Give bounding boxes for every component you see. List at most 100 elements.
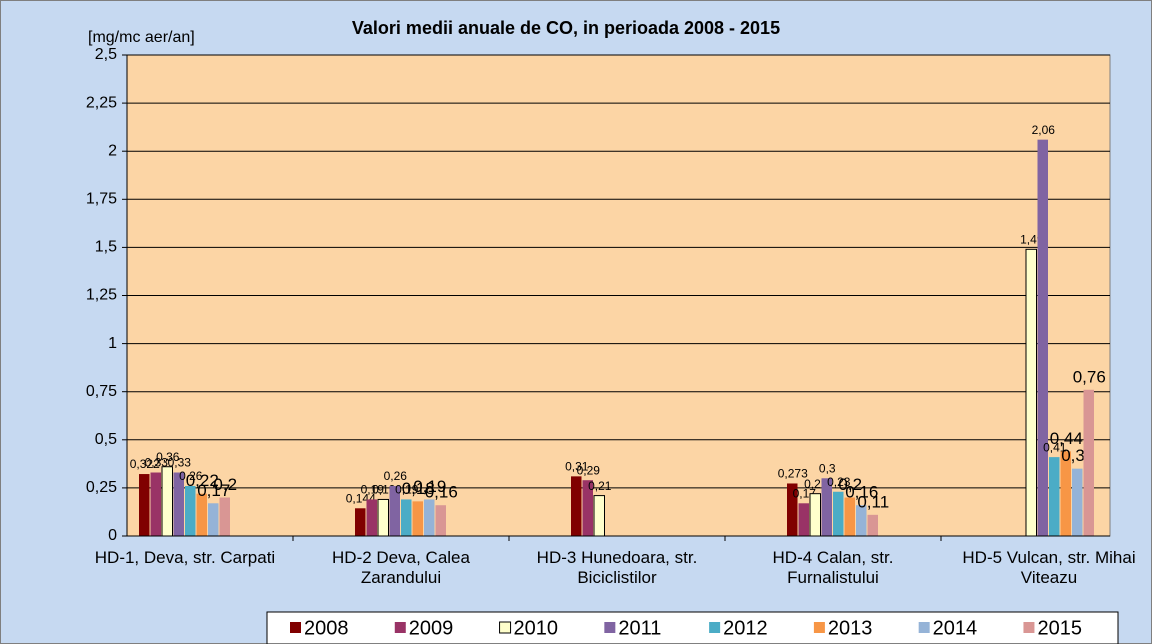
bar bbox=[208, 503, 219, 536]
legend-swatch bbox=[918, 622, 930, 633]
bar bbox=[150, 472, 161, 536]
x-tick-label-box: HD-5 Vulcan, str. Mihai Viteazu bbox=[962, 548, 1136, 587]
x-tick-label: HD-5 Vulcan, str. Mihai Viteazu bbox=[962, 548, 1136, 587]
legend-swatch bbox=[604, 622, 616, 633]
bar bbox=[867, 514, 878, 536]
data-label: 0,19 bbox=[413, 477, 446, 496]
x-tick-label-box: HD-3 Hunedoara, str. Biciclistilor bbox=[536, 548, 698, 587]
data-label: 0,26 bbox=[179, 469, 203, 483]
bar bbox=[844, 497, 855, 536]
y-tick-label: 2,5 bbox=[95, 46, 117, 63]
bar bbox=[401, 499, 412, 536]
x-tick-label-box: HD-1, Deva, str. Carpati bbox=[94, 548, 276, 567]
bar bbox=[1037, 139, 1048, 536]
data-label: 0,17 bbox=[197, 481, 230, 500]
legend-swatch bbox=[394, 622, 406, 633]
bar bbox=[355, 508, 366, 536]
data-label: 0,33 bbox=[168, 456, 192, 470]
data-label: 0,322 bbox=[130, 457, 160, 471]
y-tick-label: 2 bbox=[108, 142, 117, 159]
data-label: 0,16 bbox=[845, 483, 878, 502]
bar bbox=[196, 493, 207, 536]
bar bbox=[412, 501, 423, 536]
data-label: 0,3 bbox=[819, 461, 836, 475]
data-label: 0,2 bbox=[213, 475, 237, 494]
bar bbox=[1083, 389, 1094, 536]
bar bbox=[1049, 457, 1060, 536]
x-tick-label: HD-2 Deva, Calea Zarandului bbox=[332, 548, 470, 587]
legend-swatch bbox=[499, 621, 512, 634]
data-label: 0,11 bbox=[857, 492, 889, 511]
bar bbox=[798, 503, 809, 536]
data-label: 0,273 bbox=[778, 467, 808, 481]
legend-label: 2010 bbox=[514, 617, 559, 639]
bar bbox=[185, 485, 196, 536]
bar bbox=[856, 505, 867, 536]
data-label: 0,76 bbox=[1073, 367, 1106, 386]
x-tick-label: HD-3 Hunedoara, str. Biciclistilor bbox=[536, 548, 698, 587]
bar bbox=[173, 472, 184, 536]
legend-swatch bbox=[813, 622, 825, 633]
y-axis-label: [mg/mc aer/an] bbox=[88, 29, 195, 46]
y-tick-label: 0,25 bbox=[86, 479, 117, 496]
data-label: 0,23 bbox=[827, 475, 851, 489]
bar bbox=[571, 476, 582, 536]
bar bbox=[424, 499, 435, 536]
y-tick-label: 0 bbox=[108, 527, 117, 544]
data-label: 0,44 bbox=[1050, 429, 1083, 448]
data-label: 0,16 bbox=[425, 483, 458, 502]
y-tick-label: 0,5 bbox=[95, 431, 117, 448]
bar bbox=[1072, 468, 1083, 536]
bar bbox=[821, 478, 832, 536]
y-tick-label: 2,25 bbox=[86, 94, 117, 111]
legend-label: 2015 bbox=[1037, 617, 1082, 639]
bar bbox=[139, 474, 150, 536]
bar bbox=[366, 499, 377, 536]
data-label: 0,19 bbox=[361, 483, 385, 497]
bar bbox=[389, 485, 400, 536]
legend-label: 2008 bbox=[304, 617, 349, 639]
legend-label: 2012 bbox=[723, 617, 768, 639]
legend-swatch bbox=[709, 622, 721, 633]
bar bbox=[1060, 451, 1071, 536]
x-tick-label-box: HD-2 Deva, Calea Zarandului bbox=[332, 548, 470, 587]
data-label: 0,19 bbox=[395, 483, 419, 497]
legend-label: 2011 bbox=[618, 617, 661, 639]
data-label: 0,41 bbox=[1043, 440, 1067, 454]
data-label: 0,18 bbox=[402, 479, 435, 498]
legend-label: 2014 bbox=[933, 617, 978, 639]
chart-title: Valori medii anuale de CO, in perioada 2… bbox=[352, 18, 780, 38]
bar bbox=[435, 505, 446, 536]
legend-label: 2013 bbox=[828, 617, 873, 639]
bar bbox=[377, 498, 389, 537]
data-label: 0,31 bbox=[565, 460, 589, 474]
data-label: 0,2 bbox=[838, 475, 862, 494]
data-label: 0,29 bbox=[577, 463, 601, 477]
y-tick-label: 0,75 bbox=[86, 383, 117, 400]
data-label: 0,26 bbox=[384, 469, 408, 483]
data-label: 0,36 bbox=[156, 450, 180, 464]
legend-label: 2009 bbox=[409, 617, 454, 639]
bar bbox=[833, 491, 844, 536]
y-tick-label: 1,5 bbox=[95, 239, 117, 256]
data-label: 0,22 bbox=[186, 471, 219, 490]
legend-swatch bbox=[290, 622, 301, 633]
data-label: 0,21 bbox=[588, 479, 612, 493]
bar bbox=[582, 480, 593, 536]
x-tick-label: HD-4 Calan, str. Furnalistului bbox=[772, 548, 894, 587]
bar bbox=[593, 495, 605, 537]
x-tick-label-box: HD-4 Calan, str. Furnalistului bbox=[772, 548, 894, 587]
y-tick-label: 1,75 bbox=[86, 191, 117, 208]
data-label: 2,06 bbox=[1032, 123, 1056, 137]
legend bbox=[266, 611, 1119, 644]
legend-swatch bbox=[1023, 622, 1035, 633]
bar bbox=[1025, 248, 1037, 537]
bar bbox=[809, 493, 821, 537]
bar bbox=[161, 466, 173, 537]
bar bbox=[219, 497, 230, 536]
y-tick-label: 1 bbox=[108, 335, 117, 352]
y-tick-label: 1,25 bbox=[86, 287, 117, 304]
data-label: 0,33 bbox=[145, 456, 169, 470]
x-tick-label: HD-1, Deva, str. Carpati bbox=[94, 548, 276, 567]
